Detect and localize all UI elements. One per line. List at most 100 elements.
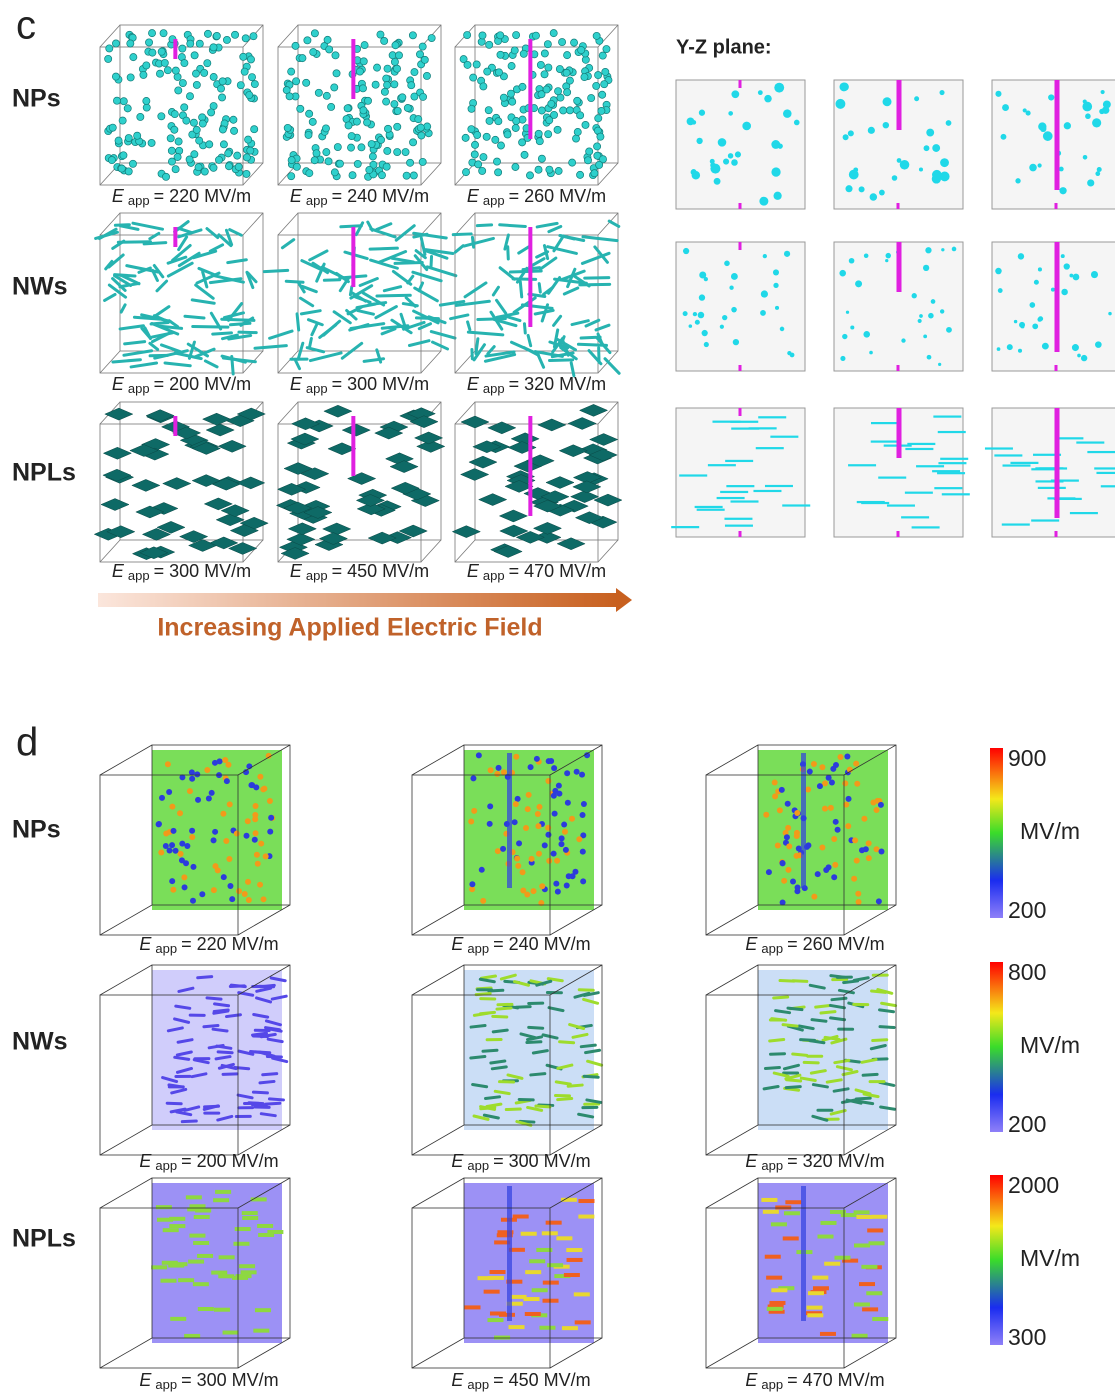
nanoparticle <box>558 38 567 47</box>
nanowire <box>310 323 319 337</box>
nanowire <box>603 357 621 375</box>
slice-particle <box>696 137 703 145</box>
nanoplatelet <box>532 499 563 513</box>
slice-particle <box>722 314 728 321</box>
colorbar-max: 800 <box>1008 959 1046 985</box>
field-particle <box>179 774 186 781</box>
field-particle <box>267 828 274 835</box>
nanowire <box>118 281 141 289</box>
field-wire <box>254 1050 272 1055</box>
nanowire <box>131 221 165 231</box>
nanoparticle <box>554 87 563 96</box>
nanoparticle <box>217 84 225 93</box>
nanoplatelet <box>217 440 247 453</box>
slice-platelet <box>994 454 1023 457</box>
field-platelet <box>566 1257 583 1262</box>
field-wire <box>584 1048 602 1055</box>
nanoparticle <box>245 91 254 99</box>
nanoparticle <box>285 92 294 101</box>
field-wire <box>495 1006 513 1011</box>
field-wire <box>190 1072 208 1079</box>
colorbar-min: 200 <box>1008 1111 1046 1137</box>
field-particle <box>821 805 828 812</box>
field-platelet <box>782 1236 799 1241</box>
subscript: app <box>761 941 783 956</box>
slice-particle <box>686 117 695 126</box>
nanoplatelet <box>498 509 529 523</box>
field-particle <box>776 807 783 814</box>
field-particle <box>554 857 561 864</box>
field-particle <box>469 886 476 893</box>
slice-particle <box>1082 155 1088 160</box>
slice-breakdown <box>738 365 742 371</box>
field-particle <box>830 765 837 772</box>
slice-particle <box>692 311 698 317</box>
field-platelet <box>213 1307 230 1312</box>
field-particle <box>158 849 165 856</box>
nanoplatelet <box>515 531 545 544</box>
field-wire <box>877 1008 895 1014</box>
slice-particle <box>774 305 780 310</box>
field-particle <box>252 830 259 837</box>
nanoparticle <box>246 146 255 155</box>
nanoparticle <box>482 132 491 141</box>
field-platelet <box>483 1289 500 1294</box>
nanowire <box>374 305 398 320</box>
slice-particle <box>1099 108 1105 115</box>
nanoparticle <box>189 118 198 127</box>
field-wire <box>180 1119 198 1124</box>
field-platelet <box>840 1213 857 1218</box>
nanowire <box>375 222 393 232</box>
slice-platelet <box>937 472 966 475</box>
field-wire <box>479 1106 497 1111</box>
nanowire <box>116 240 152 244</box>
nanoparticle <box>231 30 239 39</box>
field-particle <box>832 818 839 825</box>
nanoparticle <box>478 166 487 175</box>
field-platelet <box>157 1217 174 1222</box>
slice-platelet <box>1069 511 1098 515</box>
field-particle <box>179 840 186 847</box>
nanoparticle <box>597 106 606 115</box>
field-platelet <box>232 1275 249 1280</box>
slice-particle <box>1108 311 1112 316</box>
nanoparticle <box>519 49 528 58</box>
cube-edge <box>411 1124 465 1156</box>
nanoparticle <box>363 118 372 127</box>
slice-breakdown <box>738 408 742 416</box>
field-particle <box>837 753 844 760</box>
field-platelet <box>512 1214 529 1219</box>
nanoparticle <box>250 125 259 134</box>
structure-cube <box>277 24 442 186</box>
nanoparticle <box>593 151 602 160</box>
field-wire <box>251 1034 269 1039</box>
nanowire <box>356 309 375 316</box>
nanowire <box>183 314 206 320</box>
cube-edge <box>237 1337 291 1369</box>
nanoplatelet <box>280 547 310 560</box>
nanoparticle <box>367 140 376 148</box>
field-platelet <box>853 1210 870 1215</box>
cube-edge <box>99 539 121 563</box>
field-platelet <box>545 1220 562 1225</box>
nanoparticle <box>459 55 468 64</box>
nanoparticle <box>545 116 554 125</box>
nanoparticle <box>287 67 296 76</box>
field-particle <box>822 780 829 787</box>
field-particle <box>819 844 826 851</box>
field-wire <box>192 1058 210 1065</box>
nanoplatelet <box>390 481 420 495</box>
slice-particle <box>1095 171 1101 177</box>
field-particle <box>177 850 184 857</box>
nanoparticle <box>503 130 512 139</box>
nanoplatelet <box>290 432 320 446</box>
nanowire <box>466 330 505 337</box>
field-platelet <box>477 1276 494 1281</box>
field-particle <box>584 752 591 759</box>
slice-particle <box>1095 341 1102 348</box>
nanoparticle <box>180 103 189 112</box>
cube-edge <box>99 744 153 776</box>
nanowire <box>559 234 576 241</box>
nanoplatelet <box>578 404 609 417</box>
nanowire <box>451 232 473 237</box>
